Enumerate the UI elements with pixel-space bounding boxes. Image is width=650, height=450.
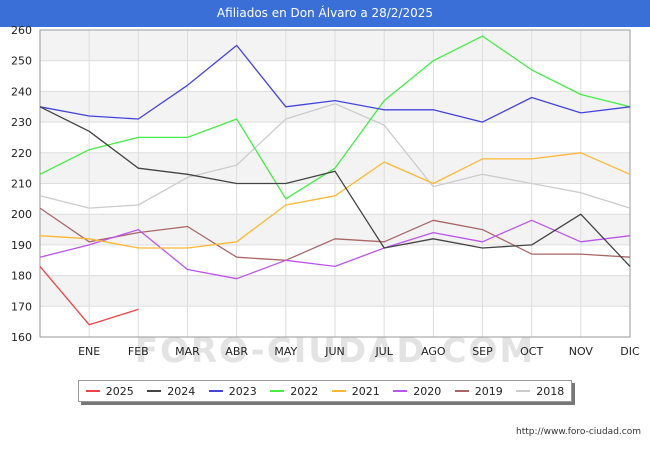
x-tick-label: MAY: [274, 345, 297, 358]
legend-item-2018: 2018: [516, 385, 564, 398]
series-line-2022: [39, 35, 631, 200]
legend-item-2023: 2023: [208, 384, 257, 398]
x-tick-label: OCT: [520, 345, 543, 358]
legend: 2025 2024 2023 2022 2021 2020 2019 2018: [78, 380, 572, 402]
y-tick-label: 230: [11, 116, 32, 129]
legend-swatch: [85, 390, 100, 392]
x-tick-label: FEB: [128, 345, 149, 358]
legend-label: 2019: [474, 384, 503, 398]
source-url: http://www.foro-ciudad.com: [516, 427, 641, 437]
legend-swatch: [270, 390, 285, 392]
x-axis-labels: ENE FEB MAR ABR MAY JUN JUL AGO SEP OCT NOV DIC: [78, 345, 640, 358]
watermark: FORO-CIUDAD.COM: [135, 331, 536, 371]
x-tick-label: AGO: [421, 345, 446, 358]
x-tick-label: SEP: [472, 345, 493, 358]
y-tick-label: 240: [11, 85, 32, 98]
series-line-2018: [39, 103, 631, 209]
x-tick-label: JUL: [374, 345, 393, 358]
legend-item-2019: 2019: [454, 384, 503, 398]
chart-title: Afiliados en Don Álvaro a 28/2/2025: [0, 0, 650, 27]
legend-item-2025: 2025: [85, 384, 134, 398]
legend-label: 2020: [413, 384, 442, 398]
legend-label: 2025: [105, 384, 134, 398]
x-tick-label: ENE: [78, 345, 100, 358]
legend-item-2022: 2022: [270, 385, 318, 398]
series-line-2020: [39, 219, 631, 280]
x-tick-label: JUN: [324, 345, 345, 358]
legend-label: 2018: [536, 384, 565, 398]
y-tick-label: 170: [11, 300, 32, 313]
series-line-2024: [39, 106, 631, 267]
x-tick-label: MAR: [175, 345, 200, 358]
series-line-2021: [39, 152, 631, 249]
y-tick-label: 180: [11, 270, 32, 283]
legend-swatch: [516, 390, 531, 392]
y-tick-label: 160: [11, 331, 32, 344]
series-line-2019: [39, 207, 631, 261]
y-tick-label: 200: [11, 208, 32, 221]
series-line-2025: [39, 265, 139, 326]
legend-item-2020: 2020: [393, 385, 441, 398]
series-lines: [39, 35, 631, 326]
legend-swatch: [454, 390, 469, 392]
legend-swatch: [147, 390, 162, 392]
legend-label: 2023: [228, 384, 257, 398]
legend-label: 2022: [290, 384, 319, 398]
legend-swatch: [393, 390, 408, 392]
y-tick-label: 260: [11, 24, 32, 37]
series-line-2023: [39, 44, 631, 123]
x-tick-label: DIC: [620, 345, 640, 358]
legend-label: 2021: [351, 384, 380, 398]
y-tick-label: 190: [11, 239, 32, 252]
x-tick-label: ABR: [225, 345, 248, 358]
legend-swatch: [331, 390, 346, 392]
legend-item-2021: 2021: [331, 384, 380, 398]
y-axis-labels: 160 170 180 190 200 210 220 230 240 250 260: [11, 24, 32, 344]
x-tick-label: NOV: [569, 345, 594, 358]
y-tick-label: 210: [11, 178, 32, 191]
line-chart: FORO-CIUDAD.COM 160 170 180 190 200 210 220 230…: [11, 24, 640, 371]
y-tick-label: 220: [11, 147, 32, 160]
plot-border: [39, 29, 631, 338]
y-tick-label: 250: [11, 55, 32, 68]
legend-swatch: [208, 390, 223, 392]
legend-label: 2024: [167, 384, 196, 398]
legend-item-2024: 2024: [147, 385, 195, 398]
